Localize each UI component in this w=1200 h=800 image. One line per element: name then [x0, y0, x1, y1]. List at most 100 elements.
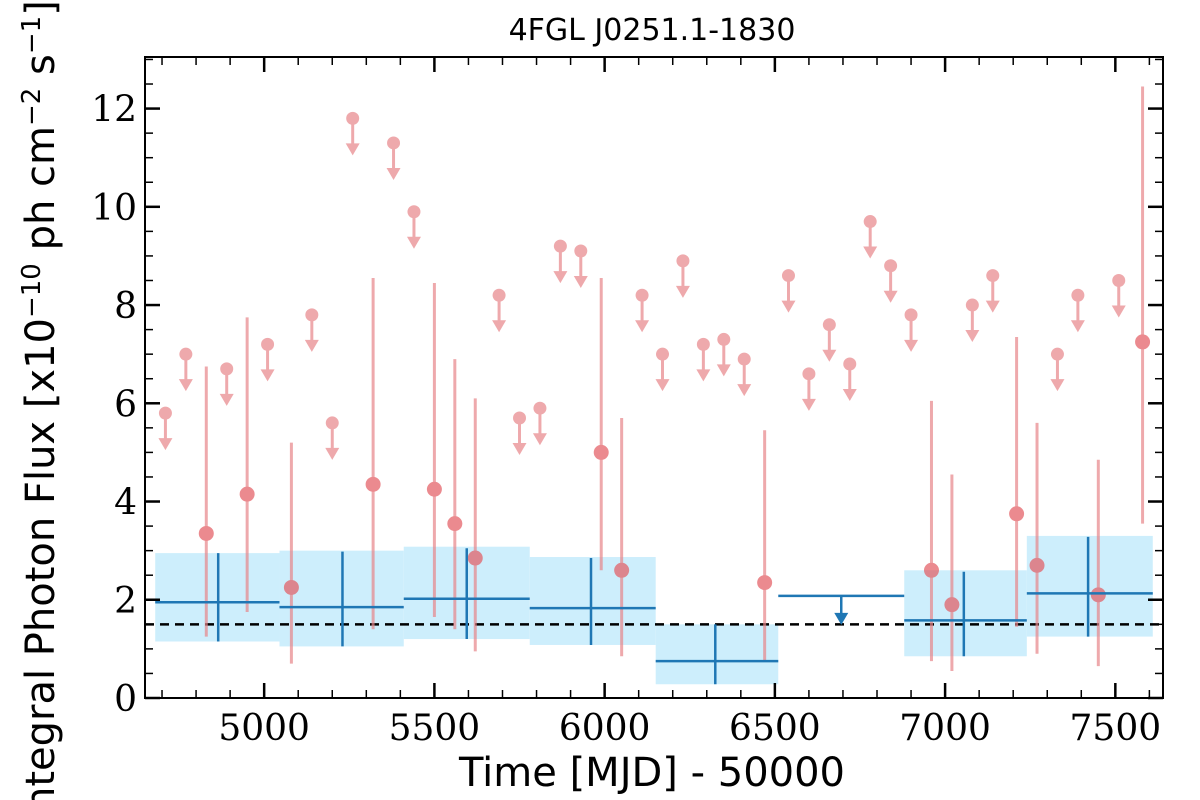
y-axis-title: Integral Photon Flux [x10−10 ph cm−2 s−1…: [17, 0, 64, 800]
y-axis-title-part: s: [18, 54, 64, 88]
upper-limit-marker: [533, 401, 547, 415]
long-bin-point: [279, 551, 404, 647]
short-bin-upper-limit: [655, 347, 670, 392]
long-bin-point: [529, 558, 656, 645]
detection-marker: [593, 444, 609, 460]
long-ul-arrow-head: [834, 612, 849, 625]
upper-limit-arrow-head: [260, 369, 275, 382]
short-bin-upper-limit: [345, 111, 360, 156]
short-bin-upper-limit: [219, 362, 234, 406]
short-bin-upper-limit: [325, 416, 340, 460]
upper-limit-arrow-head: [863, 246, 878, 259]
short-bin-upper-limit: [822, 318, 837, 362]
detection-marker: [1009, 506, 1025, 522]
detection-marker: [614, 562, 630, 578]
upper-limit-arrow-head: [985, 300, 1000, 313]
short-bin-upper-limit: [904, 308, 919, 352]
upper-limit-arrow-head: [801, 398, 816, 411]
short-bin-upper-limit: [406, 205, 421, 249]
upper-limit-marker: [737, 352, 751, 366]
upper-limit-marker: [656, 347, 670, 361]
short-bin-detection: [944, 474, 960, 671]
short-bin-detection: [283, 442, 299, 664]
x-tick-label: 5000: [218, 708, 310, 749]
upper-limit-arrow-head: [325, 447, 340, 460]
long-bin-point: [1026, 536, 1153, 637]
short-bin-detection: [426, 282, 442, 617]
y-axis-title-exponent: −2: [17, 88, 47, 126]
detection-marker: [1090, 587, 1106, 603]
upper-limit-arrow-head: [965, 330, 980, 343]
upper-limit-marker: [1071, 288, 1085, 302]
upper-limit-arrow-head: [406, 236, 421, 249]
upper-limit-marker: [407, 205, 421, 219]
upper-limit-arrow-head: [781, 300, 796, 313]
detection-marker: [923, 562, 939, 578]
detection-marker: [198, 525, 214, 541]
upper-limit-arrow-head: [386, 167, 401, 180]
short-bin-upper-limit: [492, 288, 507, 333]
short-bin-upper-limit: [1070, 288, 1085, 333]
y-tick-label: 4: [114, 483, 137, 524]
long-bin-band: [904, 570, 1027, 657]
upper-limit-marker: [261, 337, 275, 351]
short-bin-upper-limit: [158, 406, 173, 451]
short-bin-detection: [1009, 336, 1025, 627]
upper-limit-arrow-head: [492, 320, 507, 333]
short-bin-detection: [467, 398, 483, 652]
y-tick-label: 0: [114, 679, 137, 720]
upper-limit-marker: [553, 239, 567, 253]
short-bin-upper-limit: [386, 136, 401, 180]
upper-limit-marker: [574, 244, 588, 258]
y-axis-title-part: ]: [18, 0, 64, 16]
upper-limit-arrow-head: [345, 143, 360, 156]
short-bin-upper-limit: [696, 337, 711, 382]
upper-limit-marker: [305, 308, 319, 322]
upper-limit-marker: [325, 416, 339, 430]
axes: 5000 5500 6000 6500 7000 7500 0 2 4 6 8 10 12: [91, 56, 1164, 749]
long-bin-point: [655, 624, 779, 685]
upper-limit-marker: [904, 308, 918, 322]
long-bin-upper-limit: [778, 594, 905, 625]
upper-limit-marker: [965, 298, 979, 312]
long-bin-point: [904, 571, 1027, 657]
upper-limit-arrow-head: [675, 285, 690, 298]
upper-limit-arrow-head: [1070, 320, 1085, 333]
short-bin-upper-limit: [781, 269, 796, 313]
x-tick-label: 6000: [559, 708, 651, 749]
upper-limit-marker: [863, 215, 877, 229]
detection-marker: [447, 516, 463, 532]
upper-limit-arrow-head: [716, 364, 731, 377]
y-tick-label: 6: [114, 384, 137, 425]
detection-marker: [1029, 557, 1045, 573]
short-bin-upper-limit: [883, 259, 898, 303]
y-tick-label: 12: [91, 90, 137, 131]
upper-limit-arrow-head: [655, 379, 670, 392]
detection-marker: [426, 481, 442, 497]
detection-marker: [467, 550, 483, 566]
y-axis-title-part: ph cm: [18, 126, 64, 263]
detection-marker: [944, 597, 960, 613]
short-bin-detection: [1029, 422, 1045, 654]
upper-limit-marker: [635, 288, 649, 302]
upper-limit-arrow-head: [822, 349, 837, 362]
short-bin-upper-limit: [553, 239, 568, 284]
upper-limit-arrow-head: [219, 393, 234, 406]
short-bin-upper-limit: [1050, 347, 1065, 392]
long-bin-point: [155, 553, 280, 642]
short-bin-detection: [757, 430, 773, 662]
short-bin-detection: [923, 400, 939, 662]
upper-limit-marker: [513, 411, 527, 425]
short-bin-upper-limit: [737, 352, 752, 397]
upper-limit-arrow-head: [696, 369, 711, 382]
upper-limit-marker: [781, 269, 795, 283]
upper-limit-marker: [884, 259, 898, 273]
short-bin-upper-limit: [965, 298, 980, 343]
short-bin-upper-limit: [675, 254, 690, 298]
short-bin-upper-limit: [842, 357, 857, 401]
upper-limit-arrow-head: [904, 339, 919, 352]
upper-limit-marker: [158, 406, 172, 420]
y-tick-label: 10: [91, 188, 137, 229]
